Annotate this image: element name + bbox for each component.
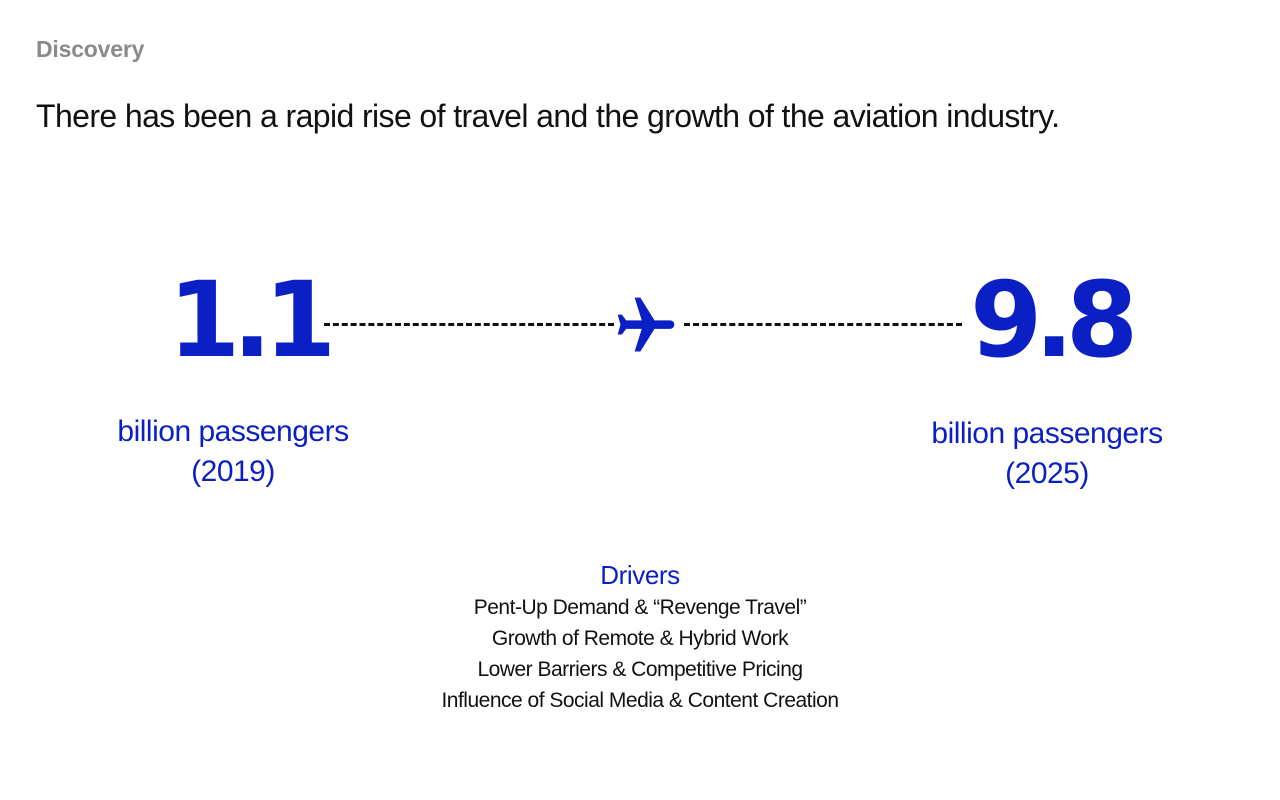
stat-caption-year: (2025)	[1005, 457, 1089, 490]
dashed-connector-right	[684, 323, 962, 326]
stat-caption-2025: billion passengers (2025)	[877, 414, 1217, 494]
stat-caption-unit: billion passengers	[931, 417, 1163, 450]
driver-item: Growth of Remote & Hybrid Work	[491, 627, 789, 650]
driver-item: Pent-Up Demand & “Revenge Travel”	[473, 596, 807, 619]
driver-item: Influence of Social Media & Content Crea…	[441, 689, 839, 712]
section-label: Discovery	[36, 36, 145, 62]
stat-value-2025: 9.8	[970, 259, 1138, 381]
stat-caption-unit: billion passengers	[117, 415, 349, 448]
stat-caption-2019: billion passengers (2019)	[63, 412, 403, 492]
driver-item: Lower Barriers & Competitive Pricing	[477, 658, 803, 681]
drivers-list: Pent-Up Demand & “Revenge Travel” Growth…	[340, 592, 940, 716]
stat-value-2019: 1.1	[168, 259, 336, 381]
headline: There has been a rapid rise of travel an…	[36, 98, 1060, 134]
drivers-title: Drivers	[600, 560, 680, 590]
stat-caption-year: (2019)	[191, 455, 275, 488]
airplane-icon	[617, 297, 675, 352]
drivers-section: Drivers Pent-Up Demand & “Revenge Travel…	[340, 558, 940, 716]
dashed-connector-left	[324, 323, 614, 326]
